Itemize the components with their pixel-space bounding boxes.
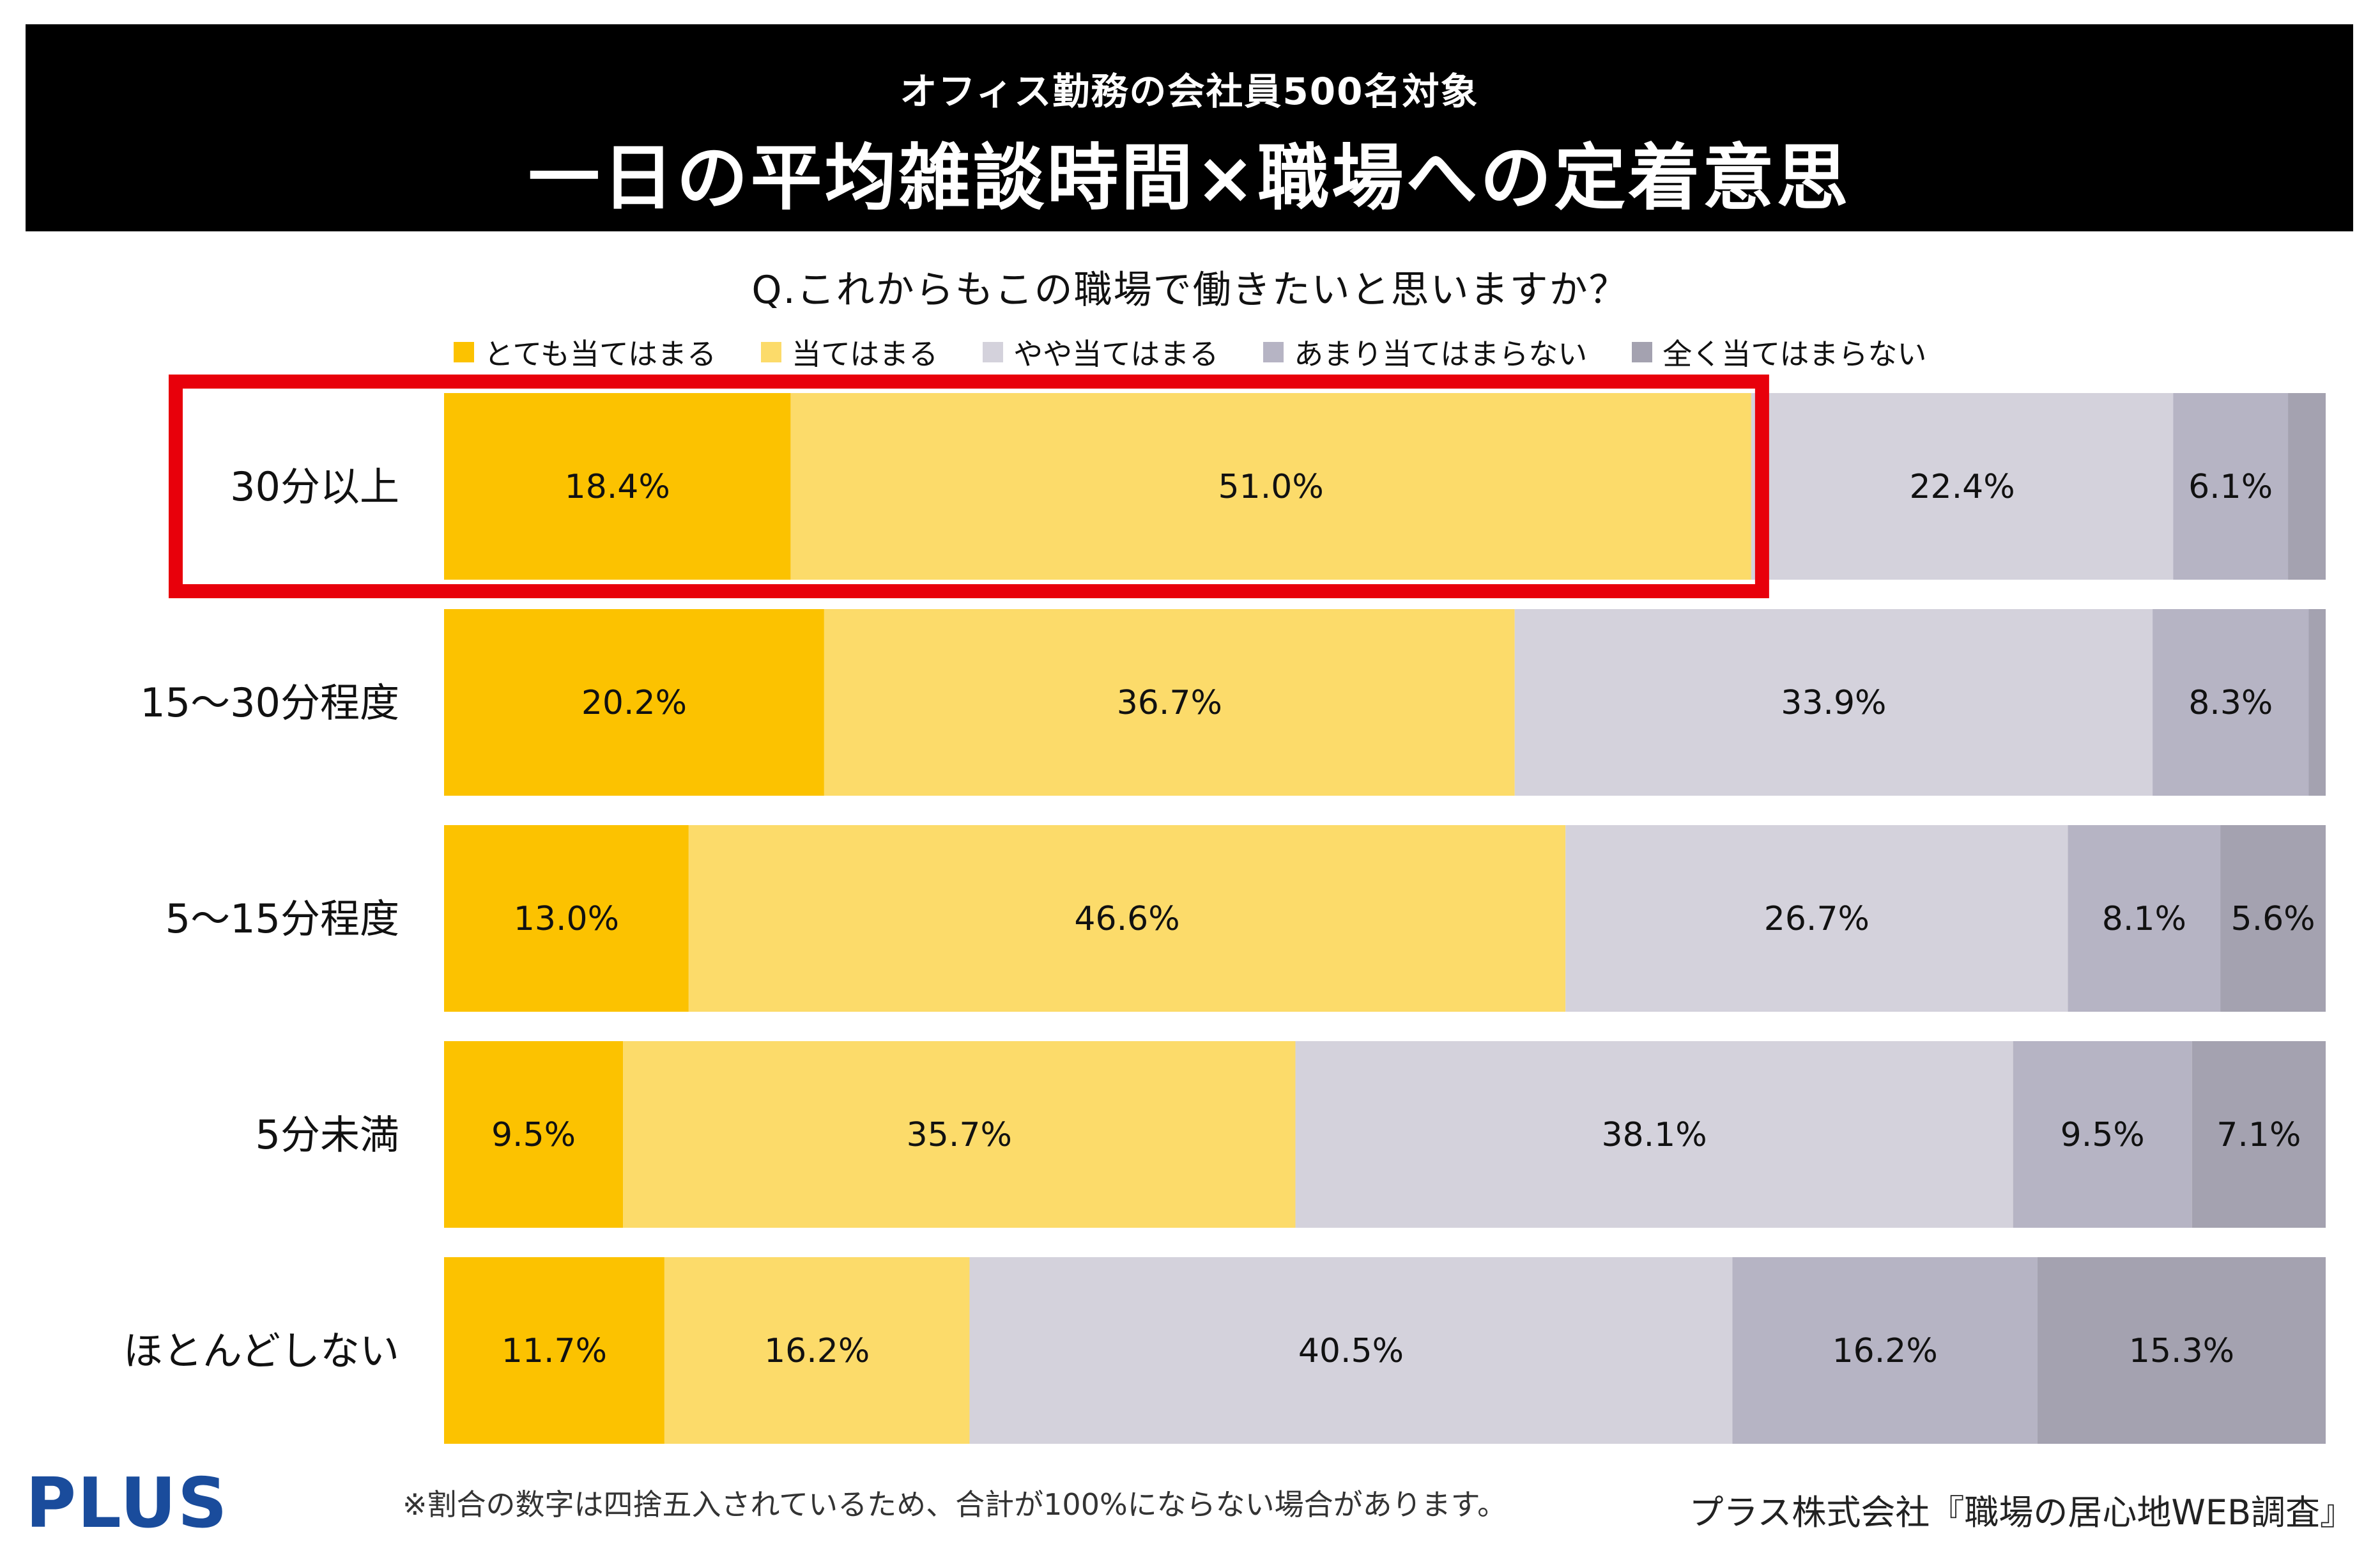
survey-question: Q.これからもこの職場で働きたいと思いますか？	[751, 268, 1629, 313]
data-label: 20.2%	[581, 684, 687, 722]
data-label: 15.3%	[2129, 1332, 2234, 1370]
legend-label: とても当てはまる	[484, 337, 717, 371]
data-label: 8.3%	[2188, 684, 2273, 722]
bar-segment	[444, 609, 824, 796]
legend-item-somewhat: やや当てはまる	[983, 331, 1218, 373]
data-label: 26.7%	[1764, 900, 1869, 938]
legend-label: 全く当てはまらない	[1662, 337, 1927, 371]
bar-segment	[2173, 393, 2289, 580]
data-label: 6.1%	[2188, 468, 2273, 506]
data-label: 5.6%	[2230, 900, 2315, 938]
legend-label: やや当てはまる	[1013, 337, 1219, 371]
legend-swatch	[1632, 342, 1653, 362]
bar-segment	[664, 1257, 970, 1444]
bar-segment	[2037, 1257, 2326, 1444]
bar-segment	[2220, 825, 2326, 1012]
legend-swatch	[1263, 342, 1284, 362]
data-label: 9.5%	[491, 1116, 576, 1154]
data-label: 7.1%	[2216, 1116, 2301, 1154]
data-label: 11.7%	[502, 1332, 607, 1370]
data-label: 9.5%	[2061, 1116, 2145, 1154]
chart-legend: とても当てはまる 当てはまる やや当てはまる あまり当てはまらない 全く当てはま…	[0, 331, 2380, 373]
category-label: ほとんどしない	[123, 1327, 399, 1374]
data-label: 8.1%	[2102, 900, 2186, 938]
bar-segment	[969, 1257, 1733, 1444]
bar-segment	[1514, 609, 2153, 796]
data-label: 51.0%	[1218, 468, 1324, 506]
data-label: 16.2%	[764, 1332, 870, 1370]
bar-segment	[444, 825, 689, 1012]
bar-segment	[444, 1257, 664, 1444]
data-label: 40.5%	[1298, 1332, 1404, 1370]
bar-segment	[2068, 825, 2221, 1012]
footnote: ※割合の数字は四捨五入されているため、合計が100%にならない場合があります。	[403, 1487, 1507, 1522]
category-label: 5分未満	[256, 1111, 399, 1158]
bar-segment	[688, 825, 1566, 1012]
legend-swatch	[983, 342, 1004, 362]
legend-item-very-agree: とても当てはまる	[453, 331, 717, 373]
data-label: 46.6%	[1074, 900, 1179, 938]
bar-segment	[1295, 1041, 2013, 1228]
data-label: 22.4%	[1909, 468, 2015, 506]
data-label: 38.1%	[1601, 1116, 1707, 1154]
legend-swatch	[453, 342, 474, 362]
bar-segment	[623, 1041, 1296, 1228]
data-label: 33.9%	[1781, 684, 1886, 722]
bar-segment	[1565, 825, 2068, 1012]
data-label: 36.7%	[1117, 684, 1222, 722]
chart-header: オフィス勤務の会社員500名対象 一日の平均雑談時間×職場への定着意思	[26, 24, 2353, 231]
bar-segment	[2308, 609, 2326, 796]
chart-subtitle: オフィス勤務の会社員500名対象	[900, 70, 1479, 113]
chart-title: 一日の平均雑談時間×職場への定着意思	[528, 137, 1851, 220]
source-credit: プラス株式会社『職場の居心地WEB調査』	[1689, 1492, 2354, 1533]
plus-logo: PLUS	[26, 1464, 229, 1543]
category-label: 15〜30分程度	[140, 679, 399, 726]
bar-segment	[2153, 609, 2309, 796]
legend-item-not-at-all: 全く当てはまらない	[1632, 331, 1926, 373]
category-label: 30分以上	[230, 463, 399, 510]
bar-segment	[2013, 1041, 2192, 1228]
data-label: 13.0%	[514, 900, 619, 938]
legend-label: 当てはまる	[792, 337, 939, 371]
highlight-frame	[169, 375, 1769, 598]
bar-segment	[444, 1041, 624, 1228]
legend-item-agree: 当てはまる	[761, 331, 938, 373]
bar-segment	[444, 393, 791, 580]
data-label: 35.7%	[907, 1116, 1012, 1154]
legend-swatch	[761, 342, 782, 362]
data-label: 16.2%	[1832, 1332, 1938, 1370]
bar-segment	[824, 609, 1515, 796]
bar-segment	[2288, 393, 2326, 580]
legend-item-not-really: あまり当てはまらない	[1263, 331, 1587, 373]
bar-segment	[1751, 393, 2174, 580]
bar-segment	[790, 393, 1751, 580]
category-label: 5〜15分程度	[165, 895, 399, 942]
bar-segment	[2192, 1041, 2326, 1228]
data-label: 18.4%	[565, 468, 670, 506]
legend-label: あまり当てはまらない	[1294, 337, 1588, 371]
bar-segment	[1732, 1257, 2038, 1444]
